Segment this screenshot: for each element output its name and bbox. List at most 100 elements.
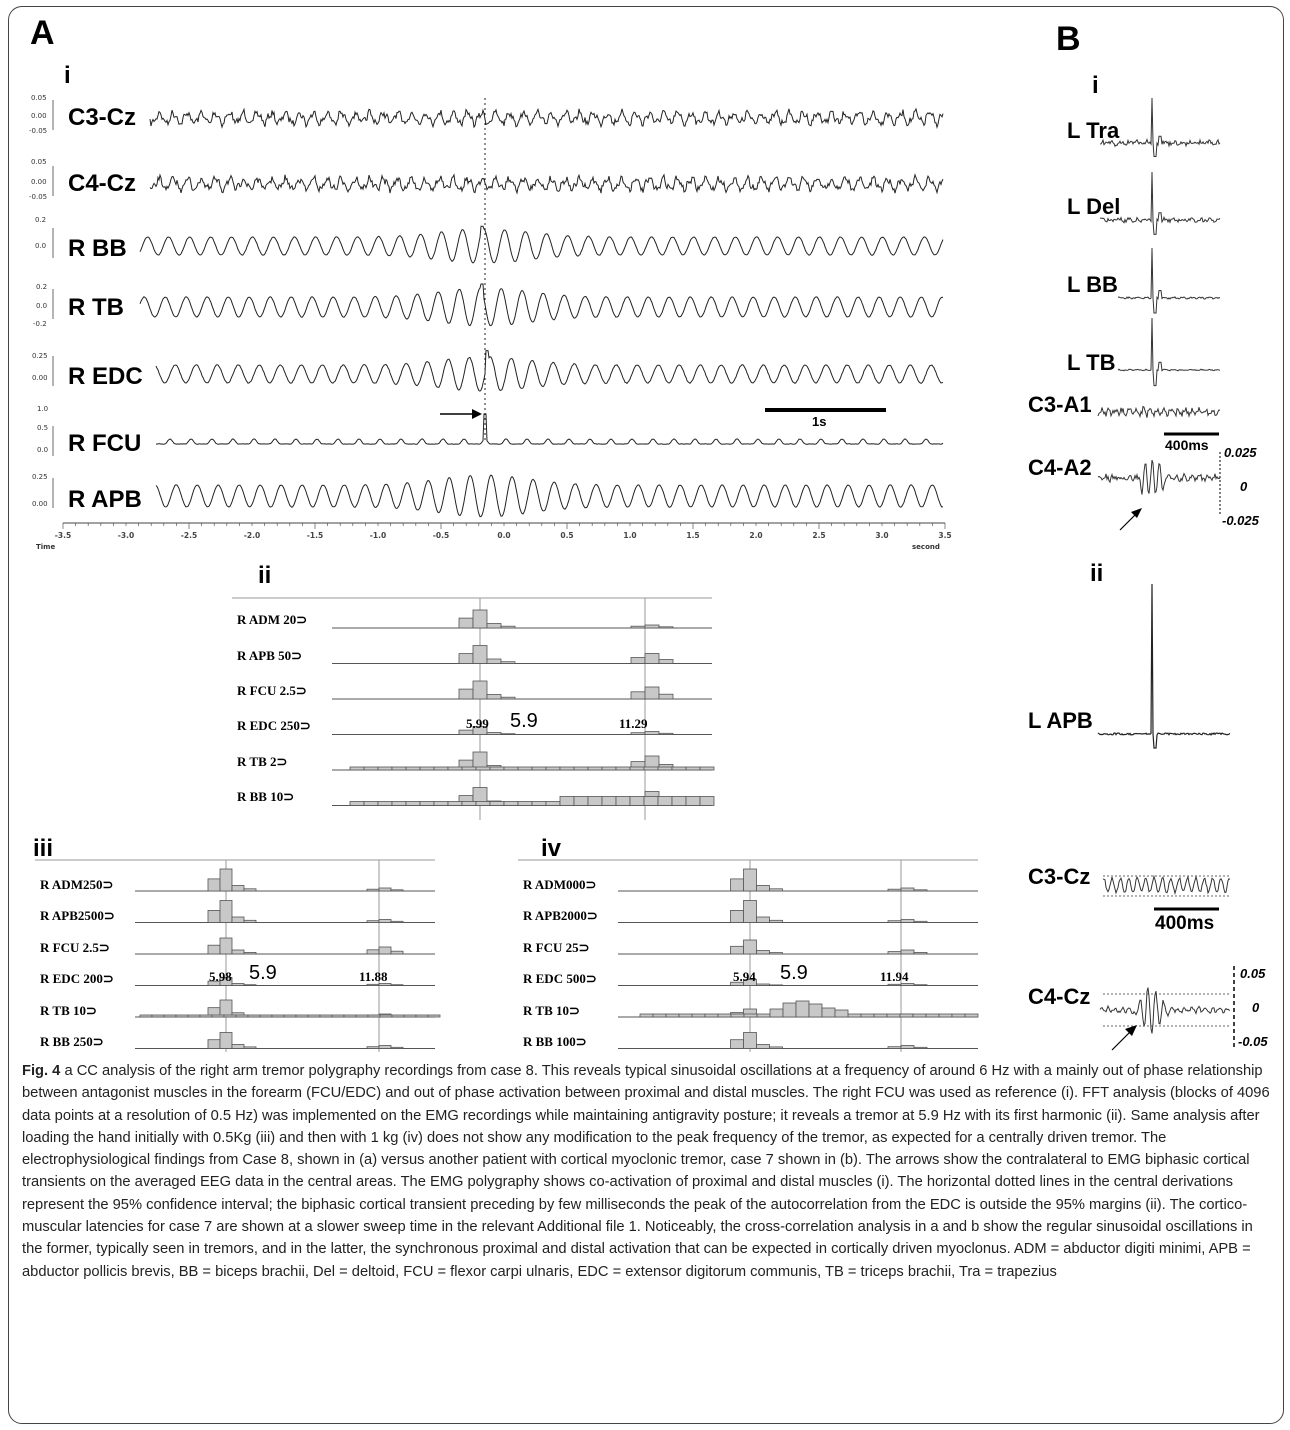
fft-row-label: R APB2000⊃ (523, 908, 598, 923)
fft-bar (503, 801, 519, 806)
fft-bar (913, 1046, 928, 1049)
x-tick-label: 3.0 (875, 531, 889, 540)
fft-bar (743, 979, 757, 986)
panel-a-sub-iii: iii (33, 835, 54, 862)
fft-bar (415, 1014, 429, 1018)
fft-bar (427, 1014, 441, 1018)
emg-trace (1117, 317, 1221, 387)
emg-trace (156, 413, 944, 445)
fft-bar (639, 1013, 654, 1018)
fft-bar (643, 796, 659, 806)
fft-bar (486, 694, 502, 700)
scale-label: 0.0 (35, 242, 47, 250)
fft-bar (163, 1014, 177, 1018)
fft-bar (243, 888, 257, 892)
fft-bar (657, 796, 673, 806)
fft-bar (319, 1014, 333, 1018)
fft-bar (447, 766, 463, 771)
fft-bar (587, 766, 603, 771)
fft-bar (419, 801, 435, 806)
fft-bar (730, 945, 744, 955)
fft-bar (433, 766, 449, 771)
panel-b-value: 0.025 (1224, 445, 1257, 460)
fft-bar (913, 889, 928, 892)
scale-label: -0.05 (29, 127, 48, 135)
fft-bar (403, 1014, 417, 1018)
fft-bar (271, 1014, 285, 1018)
fft-bar (685, 796, 701, 806)
fft-bar (433, 801, 449, 806)
fft-row-label: R APB2500⊃ (40, 908, 115, 923)
fft-bar (331, 1014, 345, 1018)
fft-bar (211, 1014, 225, 1018)
fft-bar (913, 984, 928, 986)
fft-bar (644, 686, 660, 700)
scale-label: 0.0 (37, 446, 49, 454)
x-tick-label: -0.5 (432, 531, 450, 540)
emg-trace (1099, 97, 1221, 157)
emg-trace (1097, 583, 1231, 749)
fft-bar (886, 1013, 901, 1018)
fft-bar (517, 801, 533, 806)
panel-b-scalebar-label: 400ms (1155, 913, 1215, 934)
trace-label: R FCU (68, 430, 142, 457)
fft-bar (691, 1013, 706, 1018)
fft-bar (743, 939, 757, 955)
panel-b-label: L Del (1067, 194, 1121, 219)
x-tick-label: 1.5 (686, 531, 700, 540)
fft-bar (366, 1046, 380, 1049)
fft-bar (243, 984, 257, 986)
emg-trace (1099, 171, 1221, 235)
fft-bar (717, 1013, 732, 1018)
panel-b-label: C3-A1 (1028, 392, 1092, 417)
fft-bar (349, 801, 365, 806)
fft-bar (379, 1014, 393, 1018)
fft-bar (377, 766, 393, 771)
fft-bar (366, 920, 380, 923)
fft-bar (489, 801, 505, 806)
fft-peak-label: 5.94 (733, 969, 756, 984)
fft-bar (573, 796, 589, 806)
fft-bar (743, 900, 757, 923)
fft-bar (730, 1039, 744, 1049)
x-tick-label: 2.0 (749, 531, 763, 540)
trace-label: R BB (68, 235, 127, 262)
fft-bar (231, 916, 245, 923)
panel-b-label: C3-Cz (1028, 864, 1091, 889)
x-tick-label: -3.5 (54, 531, 72, 540)
fft-peak-label: 5.99 (466, 716, 489, 731)
fft-bar (912, 1013, 927, 1018)
fft-bar (643, 766, 659, 771)
scale-label: 0.0 (36, 302, 48, 310)
fft-row-label: R BB 250⊃ (40, 1034, 104, 1049)
fft-bar (658, 626, 674, 629)
panel-b-value: -0.05 (1238, 1034, 1268, 1049)
trace-label: R EDC (68, 363, 143, 390)
fft-bar (630, 732, 646, 735)
fft-bar (219, 1032, 233, 1049)
panel-a-sub-ii: ii (258, 562, 272, 589)
fft-bar (219, 999, 233, 1018)
fft-bar (207, 910, 221, 923)
fft-bar (461, 801, 477, 806)
fft-bar (500, 661, 516, 664)
fft-bar (743, 868, 757, 892)
fft-bar (259, 1014, 273, 1018)
fft-bar (199, 1014, 213, 1018)
fft-bar (283, 1014, 297, 1018)
scale-label: -0.05 (29, 193, 48, 201)
fft-bar (366, 888, 380, 892)
fft-bar (587, 796, 603, 806)
fft-bar (704, 1013, 719, 1018)
x-tick-label: -1.0 (369, 531, 387, 540)
fft-row-label: R FCU 2.5⊃ (40, 940, 110, 955)
fft-bar (231, 885, 245, 892)
fft-bar (821, 1007, 836, 1018)
fft-harmonic-label: 11.29 (619, 716, 648, 731)
scale-label: 0.2 (35, 216, 47, 224)
fft-bar (925, 1013, 940, 1018)
panel-b-sub-ii: ii (1090, 560, 1104, 587)
fft-bar (658, 693, 674, 700)
fft-bar (900, 887, 915, 892)
panel-b-value: 0.05 (1240, 966, 1266, 981)
